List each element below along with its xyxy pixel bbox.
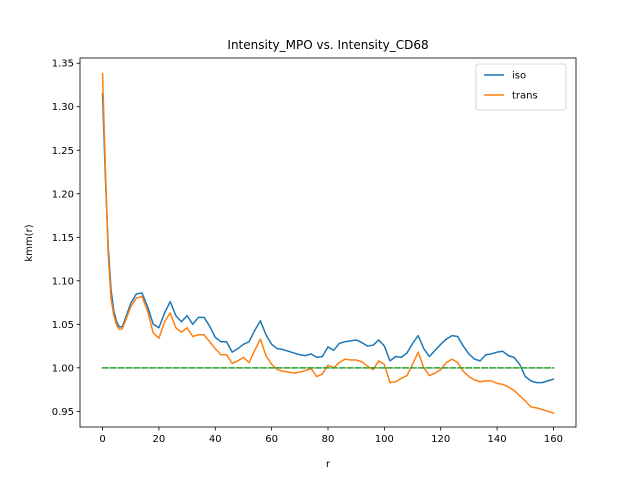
y-tick-label: 0.95 bbox=[52, 407, 74, 418]
y-tick-label: 1.30 bbox=[52, 102, 74, 113]
y-tick-label: 1.15 bbox=[52, 233, 74, 244]
y-axis-label: kmm(r) bbox=[24, 224, 35, 261]
legend-label-trans: trans bbox=[512, 91, 538, 102]
x-tick-label: 0 bbox=[99, 434, 105, 445]
y-tick-label: 1.20 bbox=[52, 189, 74, 200]
x-axis-label: r bbox=[326, 459, 331, 470]
plot-area bbox=[79, 57, 577, 428]
y-tick-label: 1.00 bbox=[52, 363, 74, 374]
legend: iso trans bbox=[475, 63, 567, 111]
x-tick-label: 140 bbox=[488, 434, 507, 445]
x-tick-label: 160 bbox=[544, 434, 563, 445]
axis-ticks: 0 20 40 60 80 100 120 140 160 0.95 1.00 1.05 1.10 1.1… bbox=[52, 59, 563, 445]
x-tick-label: 80 bbox=[322, 434, 335, 445]
x-tick-label: 40 bbox=[209, 434, 222, 445]
x-tick-label: 100 bbox=[375, 434, 394, 445]
series-line-trans bbox=[101, 72, 555, 415]
series-line-iso bbox=[101, 92, 555, 384]
y-tick-label: 1.05 bbox=[52, 320, 74, 331]
y-tick-label: 1.10 bbox=[52, 276, 74, 287]
y-tick-label: 1.35 bbox=[52, 59, 74, 70]
legend-label-iso: iso bbox=[512, 71, 526, 82]
x-tick-label: 20 bbox=[153, 434, 166, 445]
x-tick-label: 120 bbox=[431, 434, 450, 445]
x-tick-label: 60 bbox=[265, 434, 278, 445]
chart-title: Intensity_MPO vs. Intensity_CD68 bbox=[227, 38, 428, 52]
y-tick-label: 1.25 bbox=[52, 146, 74, 157]
